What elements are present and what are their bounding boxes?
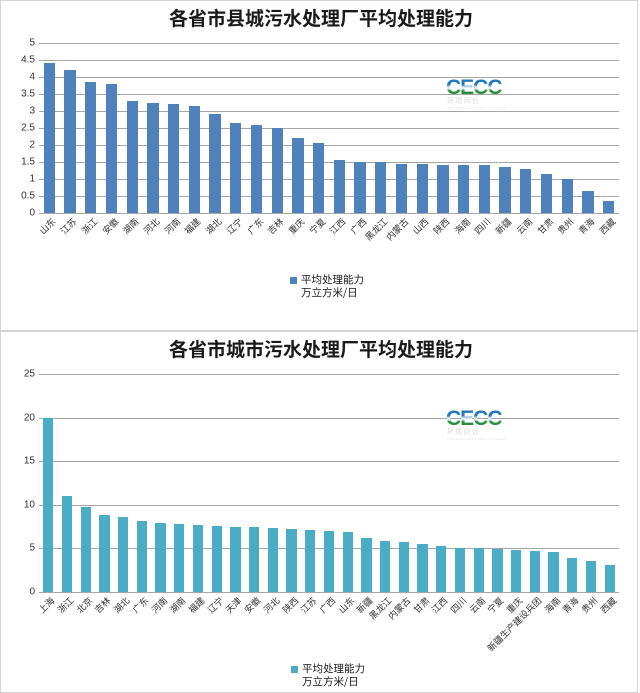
svg-text:环境商会: 环境商会	[447, 427, 480, 437]
svg-text:China Environment Chamber of C: China Environment Chamber of Commerce	[447, 106, 506, 110]
svg-text:环境商会: 环境商会	[447, 96, 480, 106]
svg-text:China Environment Chamber of C: China Environment Chamber of Commerce	[447, 437, 506, 441]
